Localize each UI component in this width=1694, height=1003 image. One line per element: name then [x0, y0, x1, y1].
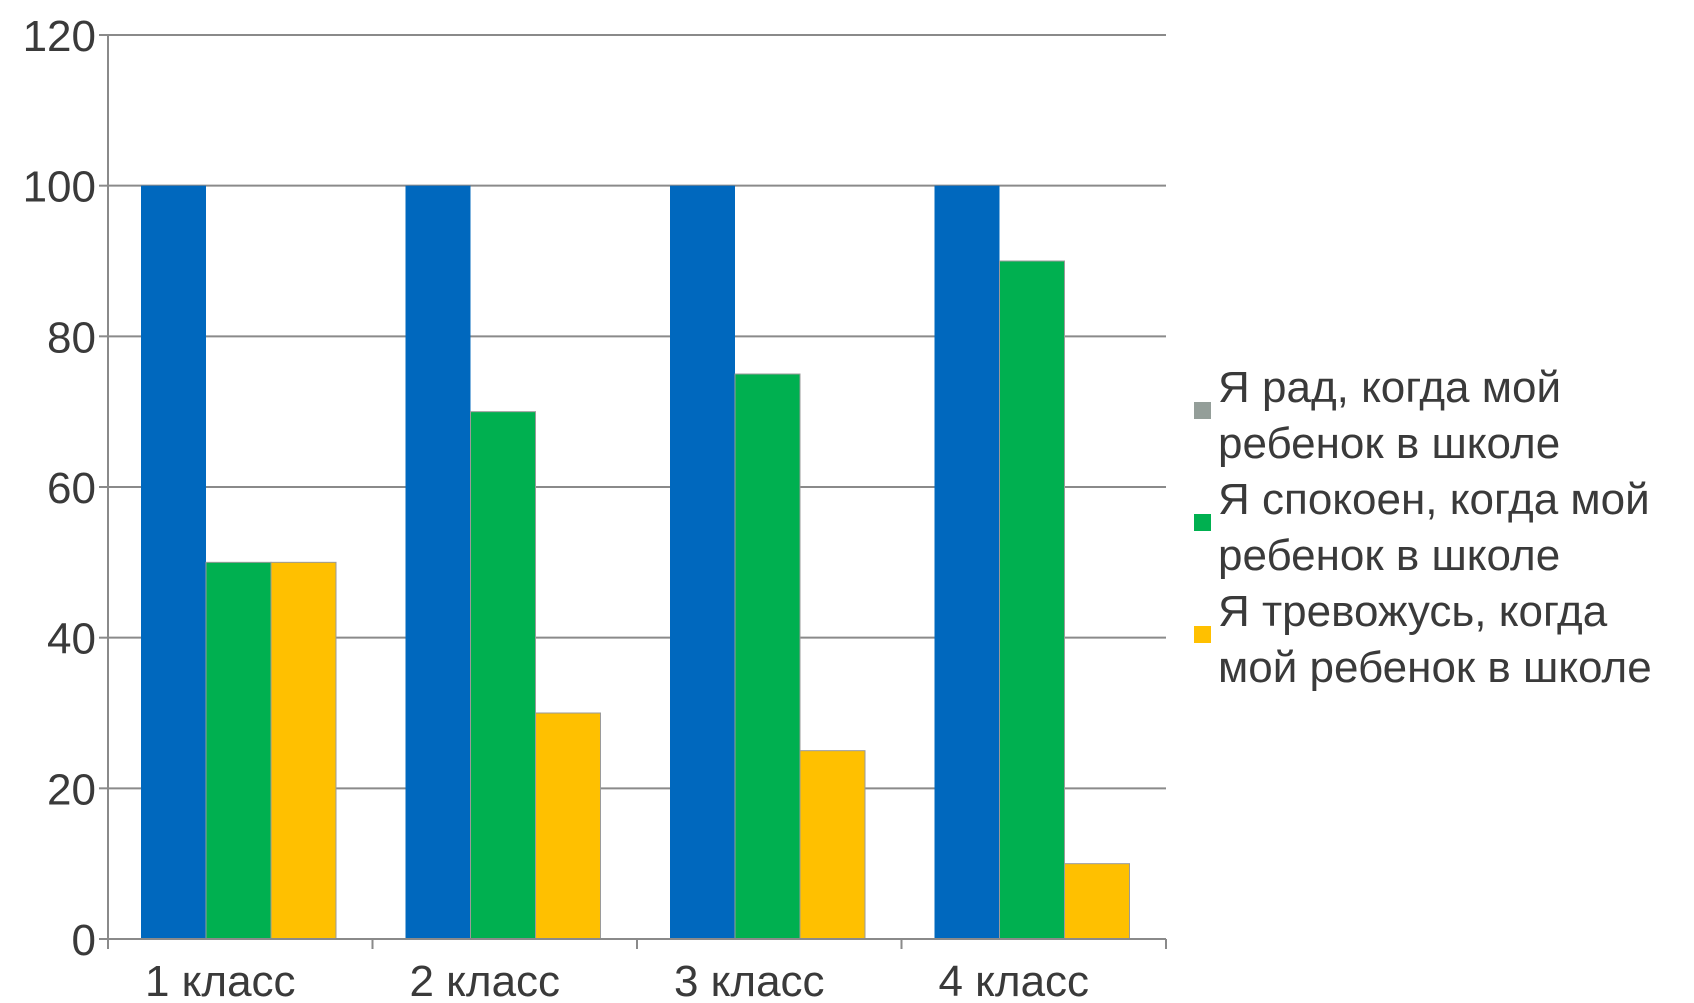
axes: [99, 34, 1167, 949]
bars: [141, 185, 1130, 940]
x-tick-label: 4 класс: [938, 957, 1089, 1003]
legend-label: Я тревожусь, когда мой ребенок в школе: [1218, 587, 1652, 692]
legend-swatch: [1194, 626, 1211, 643]
bar: [470, 411, 536, 940]
bar: [205, 561, 272, 940]
y-tick-label: 60: [47, 464, 96, 513]
y-tick-label: 120: [23, 12, 96, 61]
y-tick-label: 40: [47, 615, 96, 664]
legend-label: Я рад, когда мой ребенок в школе: [1218, 363, 1562, 468]
y-tick-label: 100: [23, 163, 96, 212]
bar: [670, 185, 735, 939]
y-tick-labels: 0 20 40 60 80 100 120: [23, 12, 96, 965]
legend-item: Я спокоен, когда мой ребенок в школе: [1192, 472, 1692, 584]
bar: [141, 185, 206, 939]
legend: Я рад, когда мой ребенок в школе Я споко…: [1192, 360, 1692, 696]
bar: [934, 185, 1000, 939]
legend-swatch: [1194, 402, 1211, 419]
legend-label: Я спокоен, когда мой ребенок в школе: [1218, 475, 1650, 580]
bar: [535, 712, 601, 940]
x-tick-label: 3 класс: [674, 957, 825, 1003]
y-tick-label: 0: [72, 916, 96, 965]
x-tick-labels: 1 класс 2 класс 3 класс 4 класс: [145, 957, 1089, 1003]
bar: [1064, 863, 1130, 940]
x-tick-label: 1 класс: [145, 957, 296, 1003]
legend-item: Я тревожусь, когда мой ребенок в школе: [1192, 584, 1692, 696]
bar: [734, 373, 801, 940]
y-tick-label: 20: [47, 765, 96, 814]
bar: [405, 185, 471, 939]
bar: [270, 561, 337, 940]
bar: [999, 260, 1065, 940]
bar: [799, 750, 866, 940]
y-tick-label: 80: [47, 313, 96, 362]
legend-swatch: [1194, 514, 1211, 531]
x-tick-label: 2 класс: [409, 957, 560, 1003]
legend-item: Я рад, когда мой ребенок в школе: [1192, 360, 1692, 472]
